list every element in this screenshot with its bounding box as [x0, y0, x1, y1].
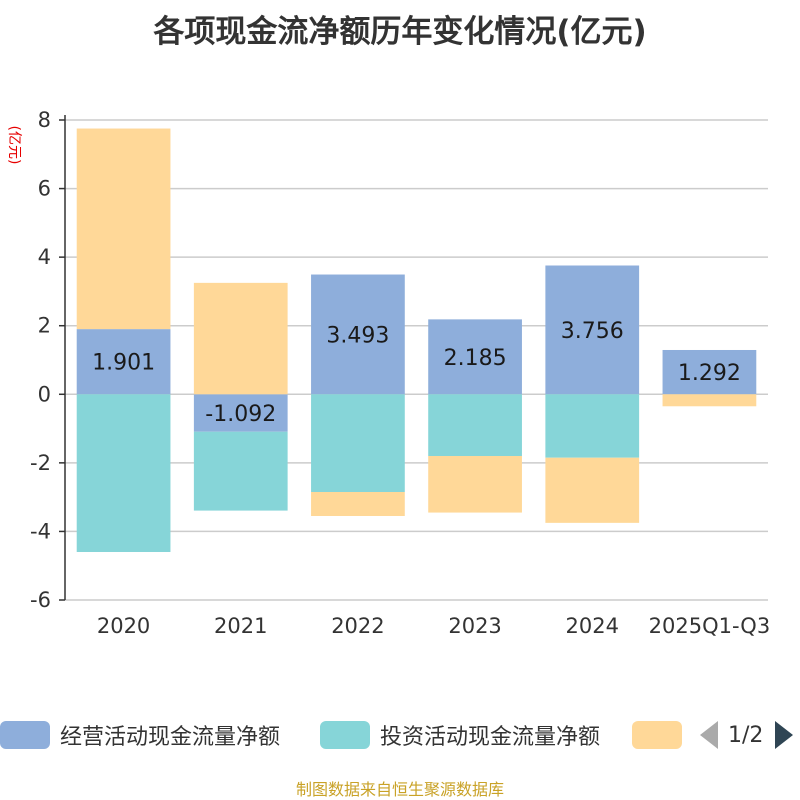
bar-investing-2020[interactable]	[76, 394, 171, 552]
axes: 8 6 4 2 0 -2 -4 -6 2020 2021 2022 2023 2024 2025Q1-Q3	[30, 108, 770, 638]
bar-financing-2023[interactable]	[428, 456, 522, 513]
bar-operating-2020[interactable]	[76, 329, 171, 395]
bar-operating-2023[interactable]	[428, 319, 522, 395]
bar-operating-2021[interactable]	[193, 394, 288, 432]
legend-swatch-operating	[0, 721, 50, 749]
pager-next-icon[interactable]	[775, 721, 794, 749]
y-axis-unit-label: (亿元)	[6, 126, 22, 165]
bar-financing-2020[interactable]	[76, 128, 171, 330]
bar-financing-2022[interactable]	[311, 492, 405, 516]
y-tick-label: 6	[38, 177, 51, 201]
bar-financing-2024[interactable]	[545, 457, 640, 523]
bar-investing-2021[interactable]	[193, 431, 288, 511]
data-label-operating-2023: 2.185	[444, 346, 507, 371]
data-label-operating-2021: -1.092	[205, 402, 276, 427]
bar-investing-2023[interactable]	[428, 394, 522, 456]
x-tick-label: 2022	[331, 614, 384, 638]
gridlines	[65, 119, 768, 601]
bar-investing-2024[interactable]	[545, 394, 640, 458]
legend-label-investing: 投资活动现金流量净额	[380, 725, 601, 750]
bar-financing-2021[interactable]	[193, 282, 288, 395]
legend-pager: 1/2	[700, 715, 800, 755]
legend: 经营活动现金流量净额 投资活动现金流量净额 1/2	[0, 715, 800, 755]
x-tick-label: 2023	[448, 614, 501, 638]
data-label-operating-2025Q1-Q3: 1.292	[678, 361, 741, 386]
x-tick-label: 2024	[566, 614, 619, 638]
data-label-operating-2024: 3.756	[561, 319, 624, 344]
bar-financing-2025Q1-Q3[interactable]	[662, 394, 757, 407]
y-tick-label: 4	[38, 245, 51, 269]
data-labels: 1.901 -1.092 3.493 2.185 3.756 1.292	[92, 319, 741, 427]
bar-operating-2022[interactable]	[311, 274, 405, 395]
y-tick-label: 0	[38, 382, 51, 406]
pager-page-indicator: 1/2	[728, 722, 764, 748]
bars	[76, 128, 757, 552]
bar-operating-2025Q1-Q3[interactable]	[662, 349, 757, 395]
data-label-operating-2022: 3.493	[326, 323, 389, 348]
legend-item-operating[interactable]: 经营活动现金流量净额	[0, 715, 280, 755]
bar-operating-2024[interactable]	[545, 265, 640, 395]
legend-swatch-investing	[320, 721, 370, 749]
x-tick-label: 2025Q1-Q3	[649, 614, 771, 638]
legend-swatch-financing	[632, 721, 682, 749]
y-tick-label: -2	[30, 451, 51, 475]
data-label-operating-2020: 1.901	[92, 351, 155, 376]
x-tick-label: 2021	[214, 614, 267, 638]
source-note: 制图数据来自恒生聚源数据库	[295, 780, 504, 799]
legend-item-investing[interactable]: 投资活动现金流量净额	[320, 715, 600, 755]
y-tick-label: -6	[30, 588, 51, 612]
y-tick-label: 2	[38, 314, 51, 338]
pager-prev-icon[interactable]	[700, 721, 718, 749]
y-tick-label: -4	[30, 519, 51, 543]
legend-label-operating: 经营活动现金流量净额	[60, 725, 281, 750]
x-tick-label: 2020	[97, 614, 150, 638]
bar-investing-2022[interactable]	[311, 394, 405, 492]
chart-title: 各项现金流净额历年变化情况(亿元)	[153, 14, 647, 50]
y-tick-label: 8	[38, 108, 51, 132]
legend-item-financing[interactable]	[632, 715, 692, 755]
chart-area: 8 6 4 2 0 -2 -4 -6 2020 2021 2022 2023 2024 2025Q1-Q3…	[6, 108, 770, 638]
